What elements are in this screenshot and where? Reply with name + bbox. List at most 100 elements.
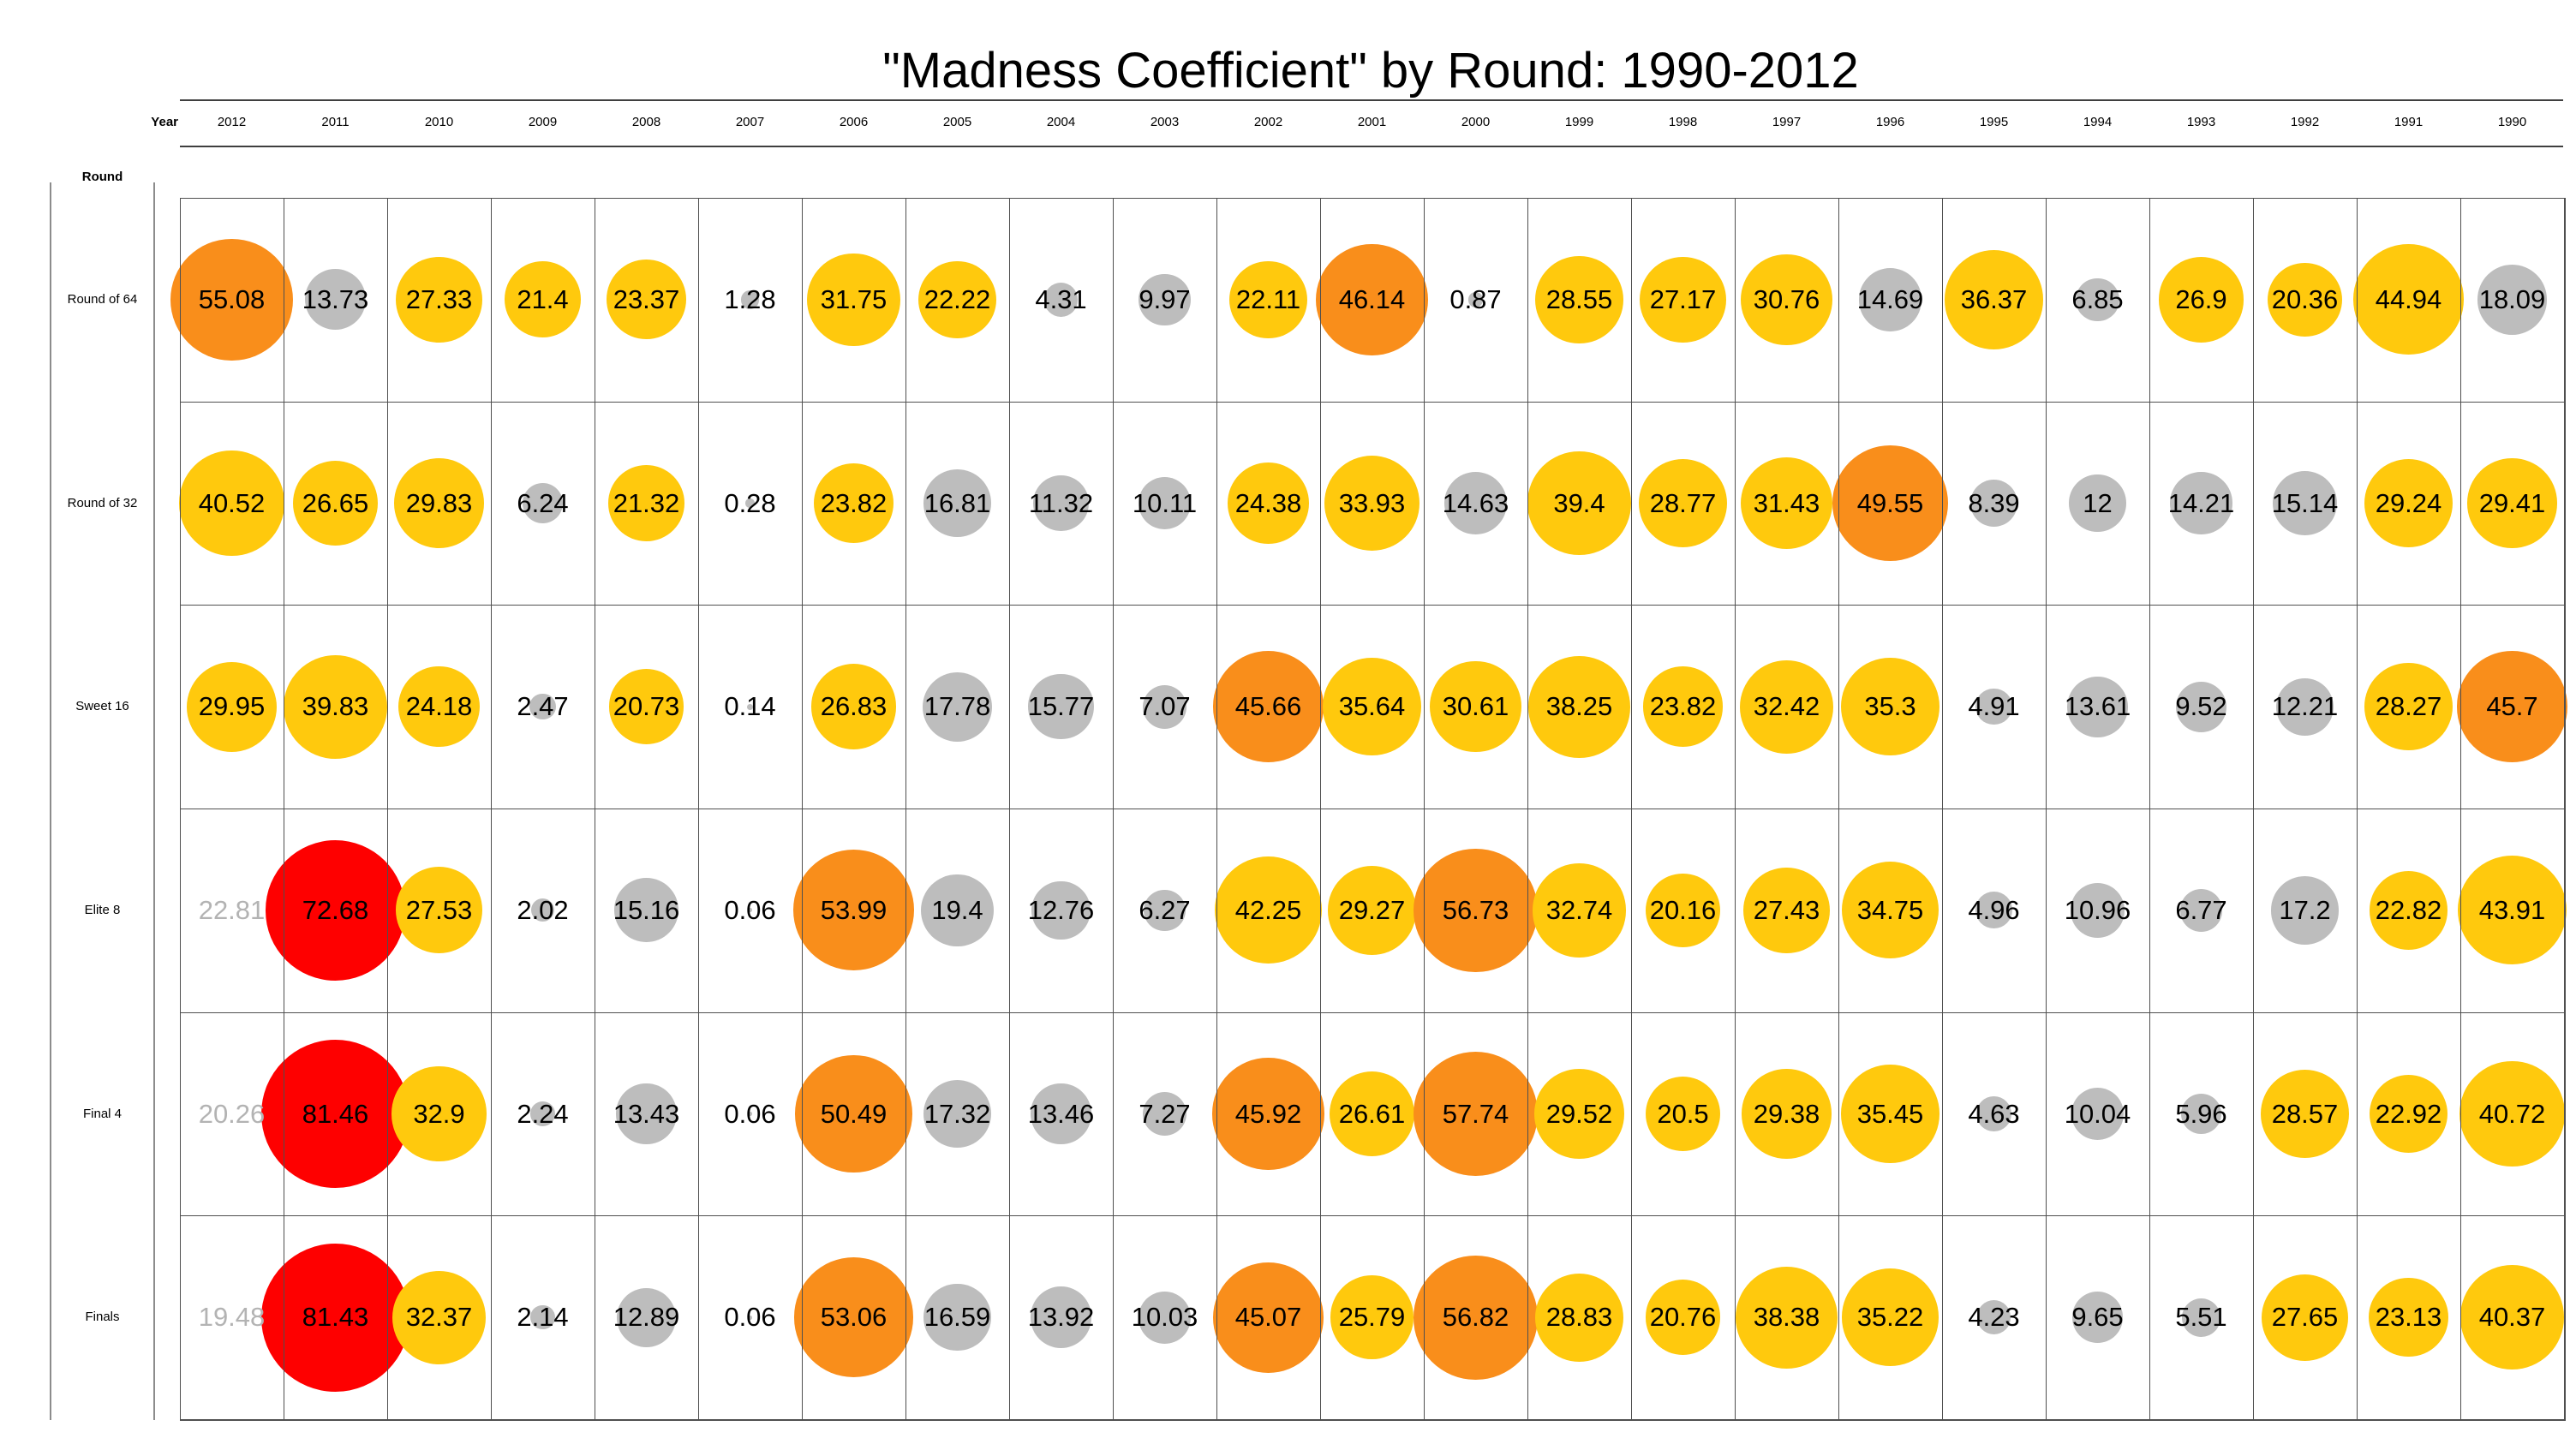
bubble-value: 21.32 [613,487,680,518]
bubble [1414,1255,1538,1380]
grid-cell [1425,402,1528,606]
grid-cell [1425,606,1528,809]
year-label: 2002 [1253,115,1283,129]
bubble [1535,255,1623,344]
bubble [1646,873,1720,947]
bubble-value: 50.49 [820,1098,888,1129]
bubble [746,703,754,710]
bubble-value: 81.43 [302,1302,369,1333]
bubble-value: 15.77 [1027,691,1095,722]
bubble [1414,848,1538,973]
grid-cell [2461,809,2565,1013]
grid-cell [1321,1012,1425,1217]
bubble [2477,265,2548,335]
grid-cell [181,606,284,809]
grid-cell [595,1216,699,1420]
grid-cell [388,1216,492,1420]
round-label: Round of 32 [67,495,138,510]
grid-cell [2461,1216,2565,1420]
grid-cell [1217,199,1321,403]
bubble-value: 20.36 [2271,283,2339,314]
bubble [1841,1065,1939,1163]
bubble-value: 16.81 [923,487,991,518]
bubble-value: 10.03 [1131,1302,1198,1333]
bubble [2275,677,2334,736]
grid-cell [906,1216,1010,1420]
grid-cell [1632,199,1736,403]
bubble [2268,262,2342,337]
bubble [923,1284,991,1352]
bubble-value: 13.46 [1027,1098,1095,1129]
grid-cell [2254,1216,2358,1420]
bubble-value: 6.85 [2071,283,2124,314]
bubble [748,908,752,913]
bubble-value: 26.61 [1338,1098,1406,1129]
grid-cell [284,809,388,1013]
grid-cell [906,199,1010,403]
grid-cell [1321,606,1425,809]
bubble [745,498,755,508]
bubble [923,671,992,742]
bubble-value: 29.41 [2478,487,2546,518]
bubble-value: 12.21 [2271,691,2339,722]
bubble-value: 4.63 [1968,1098,2020,1129]
bubble-value: 20.76 [1649,1302,1717,1333]
bubble [748,1315,752,1320]
bubble [530,898,555,922]
grid-cell [2150,606,2254,809]
bubble-value: 10.04 [2064,1098,2131,1129]
bubble-value: 19.48 [198,1302,266,1333]
bubble-value: 12.76 [1027,894,1095,925]
bubble [1640,256,1726,343]
grid-cell [1217,402,1321,606]
grid-cell [803,606,906,809]
bubble-value: 21.4 [517,283,569,314]
grid-cell [2358,1216,2461,1420]
grid-cell [181,809,284,1013]
grid-cell [2150,1216,2254,1420]
grid-cell [1010,809,1114,1013]
bubble [1139,1291,1191,1344]
bubble [396,867,482,954]
bubble-value: 8.39 [1968,487,2020,518]
grid-cell [1839,606,1943,809]
grid-cell [1114,199,1217,403]
bubble-value: 49.55 [1856,487,1924,518]
bubble-value: 9.52 [2175,691,2227,722]
bubble [304,269,367,331]
bubble [2076,277,2119,321]
bubble-value: 45.07 [1234,1302,1302,1333]
bubble-value: 26.9 [2175,283,2227,314]
bubble [740,289,760,309]
bubble [810,664,897,749]
bubble [2181,1298,2221,1337]
bubble-value: 13.43 [613,1098,680,1129]
bubble-value: 30.76 [1753,283,1820,314]
bubble-value: 20.5 [1657,1098,1709,1129]
grid-cell [2254,199,2358,403]
bubble [2456,651,2568,763]
bubble-value: 16.59 [923,1302,991,1333]
bubble [1975,688,2012,725]
bubble [607,260,686,340]
grid-cell [181,402,284,606]
bubble [1229,260,1307,338]
bubble [1858,268,1922,331]
bubble [1741,254,1832,346]
bubble-value: 26.65 [302,487,369,518]
bubble [1976,1300,2011,1334]
year-label: 2001 [1357,115,1387,129]
grid-cell [1217,606,1321,809]
grid-cell [1632,402,1736,606]
bubble [2070,883,2125,938]
grid-cell [284,1012,388,1217]
bubble [2467,458,2557,548]
bubble-value: 55.08 [198,283,266,314]
bubble [1534,1273,1624,1362]
grid-cell [1736,1216,1839,1420]
grid-cell [2461,606,2565,809]
bubble-value: 32.9 [413,1098,465,1129]
bubble [2364,663,2453,751]
bubble [186,661,278,752]
